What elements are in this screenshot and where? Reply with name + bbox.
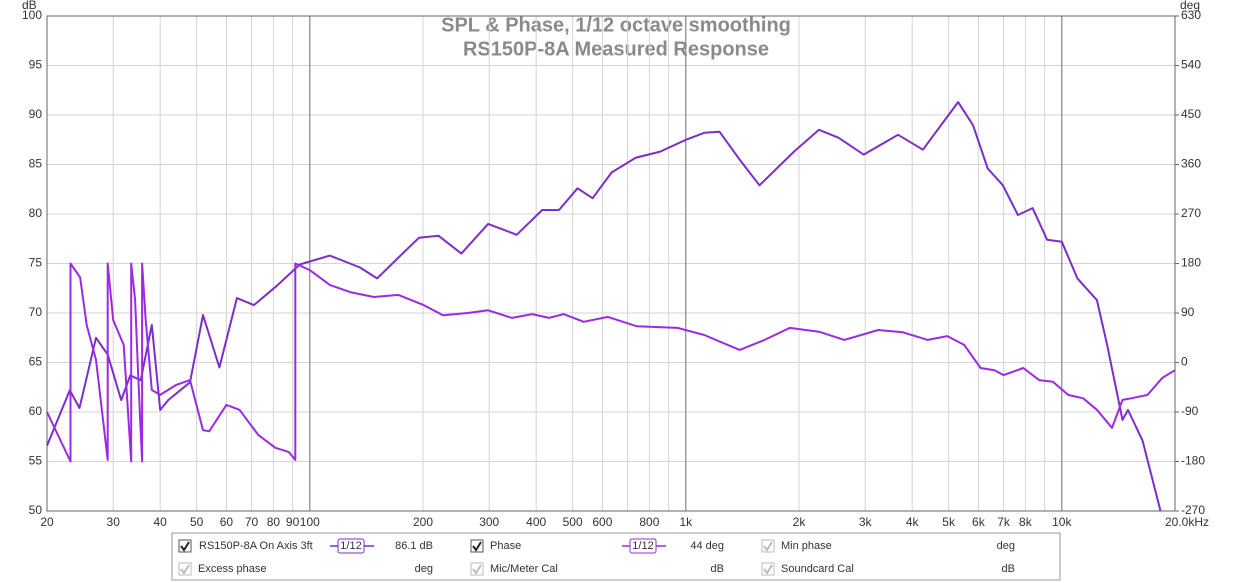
y-tick-label: 90 <box>29 107 43 121</box>
y2-tick-label: 360 <box>1181 157 1201 171</box>
legend-readout: 44 deg <box>690 540 724 552</box>
checkmark <box>472 541 482 552</box>
checkmark <box>180 564 190 575</box>
x-tick-label: 800 <box>639 515 659 529</box>
smoothing-label: 1/12 <box>632 540 653 552</box>
legend-panel <box>171 532 1061 581</box>
checkmark <box>472 564 482 575</box>
x-tick-label: 60 <box>220 515 234 529</box>
checkmark <box>763 564 773 575</box>
y2-tick-label: -270 <box>1181 503 1205 517</box>
x-tick-label: 600 <box>592 515 612 529</box>
legend-name: Excess phase <box>198 563 266 575</box>
y2-tick-label: 540 <box>1181 58 1201 72</box>
y2-axis-label: deg <box>1180 0 1200 12</box>
y-tick-label: 65 <box>29 355 43 369</box>
smoothing-box <box>337 538 365 554</box>
x-tick-label: 5k <box>942 515 956 529</box>
y-tick-label: 80 <box>29 206 43 220</box>
x-tick-label: 40 <box>154 515 168 529</box>
checkmark <box>763 541 773 552</box>
y-tick-label: 50 <box>29 503 43 517</box>
x-tick-label: 10k <box>1052 515 1072 529</box>
legend-name: RS150P-8A On Axis 3ft <box>199 540 313 552</box>
x-tick-label: 70 <box>245 515 259 529</box>
legend-name: Mic/Meter Cal <box>490 563 558 575</box>
y2-tick-label: 90 <box>1181 305 1195 319</box>
x-tick-label: 2k <box>793 515 807 529</box>
y2-tick-label: 270 <box>1181 206 1201 220</box>
legend-unit: dB <box>711 563 724 575</box>
y-tick-label: 70 <box>29 305 43 319</box>
y-tick-label: 85 <box>29 157 43 171</box>
x-tick-label: 6k <box>972 515 986 529</box>
x-tick-label: 500 <box>563 515 583 529</box>
chart-title: SPL & Phase, 1/12 octave smoothing <box>441 14 791 36</box>
x-tick-label: 100 <box>300 515 320 529</box>
x-tick-label: 3k <box>859 515 873 529</box>
chart-subtitle: RS150P-8A Measured Response <box>463 38 769 60</box>
series-line <box>46 262 1176 463</box>
y2-tick-label: -180 <box>1181 454 1205 468</box>
smoothing-label: 1/12 <box>340 540 361 552</box>
legend-readout: 86.1 dB <box>395 540 433 552</box>
legend-unit: dB <box>1002 563 1015 575</box>
x-tick-label: 1k <box>679 515 693 529</box>
x-tick-label: 50 <box>190 515 204 529</box>
legend-unit: deg <box>415 563 433 575</box>
x-tick-label: 300 <box>479 515 499 529</box>
x-tick-label: 20.0kHz <box>1165 515 1209 529</box>
x-tick-label: 8k <box>1019 515 1033 529</box>
checkmark <box>180 541 190 552</box>
y-tick-label: 100 <box>22 8 42 22</box>
y-tick-label: 95 <box>29 58 43 72</box>
x-tick-label: 20 <box>40 515 54 529</box>
smoothing-box <box>629 538 657 554</box>
x-tick-label: 30 <box>107 515 121 529</box>
legend-name: Min phase <box>781 540 832 552</box>
y-axis-label: dB <box>22 0 37 12</box>
series-line <box>46 101 1162 512</box>
y2-tick-label: 630 <box>1181 8 1201 22</box>
plot-frame <box>46 15 1176 512</box>
legend-unit: deg <box>997 540 1015 552</box>
legend-name: Phase <box>490 540 521 552</box>
y-tick-label: 55 <box>29 454 43 468</box>
legend-name: Soundcard Cal <box>781 563 854 575</box>
y-tick-label: 60 <box>29 404 43 418</box>
x-tick-label: 200 <box>413 515 433 529</box>
y-tick-label: 75 <box>29 256 43 270</box>
y2-tick-label: 180 <box>1181 256 1201 270</box>
x-tick-label: 7k <box>997 515 1011 529</box>
x-tick-label: 90 <box>286 515 300 529</box>
y2-tick-label: 450 <box>1181 107 1201 121</box>
x-tick-label: 400 <box>526 515 546 529</box>
x-tick-label: 80 <box>267 515 281 529</box>
x-tick-label: 4k <box>906 515 920 529</box>
y2-tick-label: -90 <box>1181 404 1199 418</box>
y2-tick-label: 0 <box>1181 355 1188 369</box>
